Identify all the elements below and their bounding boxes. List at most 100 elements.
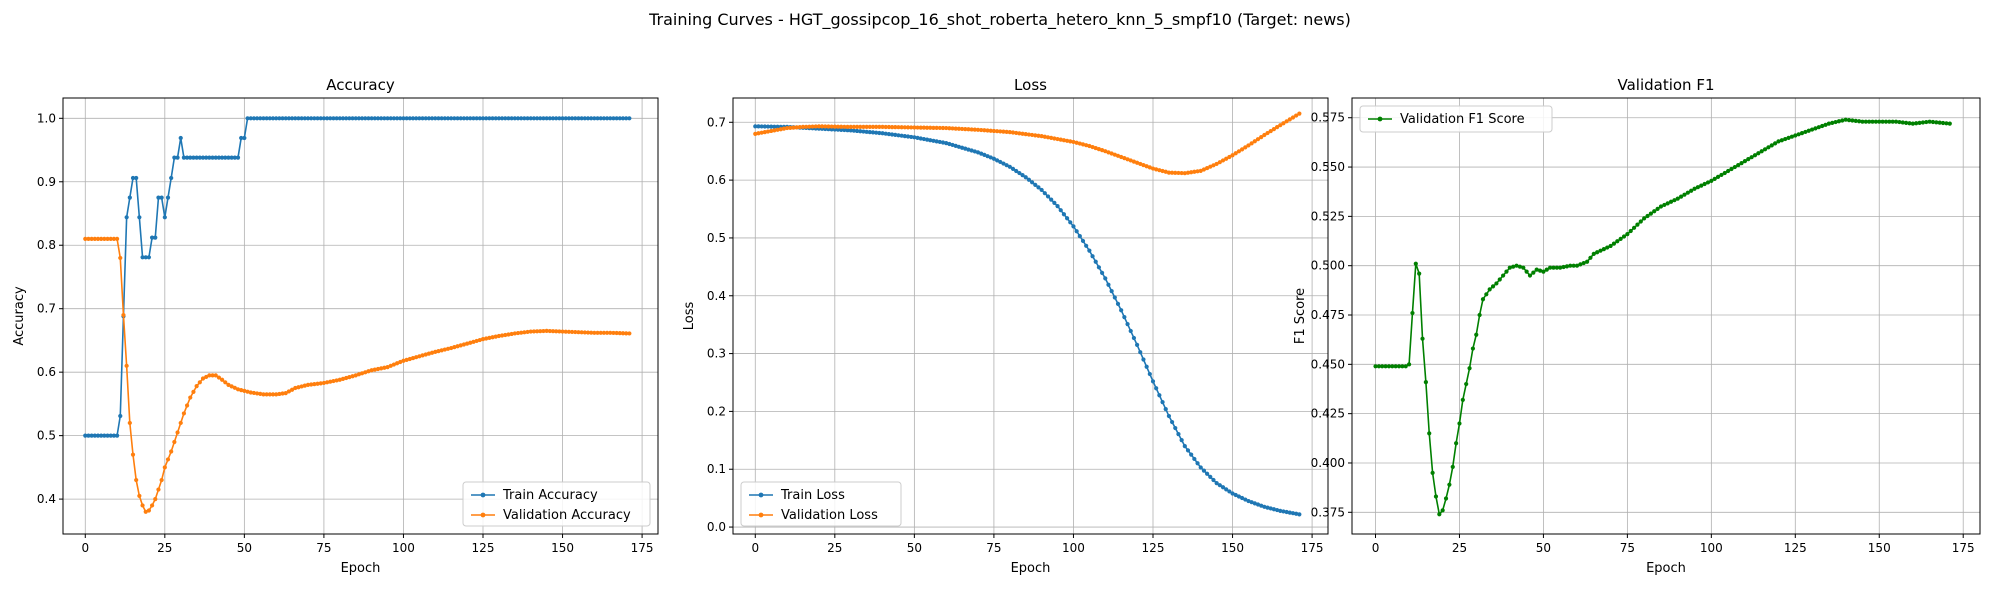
data-point — [143, 509, 148, 514]
data-point — [1487, 287, 1492, 292]
data-point — [864, 124, 869, 130]
data-point — [554, 116, 559, 121]
data-point — [1224, 487, 1229, 492]
x-axis-label: Epoch — [341, 561, 381, 576]
data-point — [1517, 264, 1523, 269]
data-point — [1297, 111, 1302, 116]
data-point — [239, 135, 244, 141]
data-point — [1739, 161, 1744, 166]
data-point — [1284, 509, 1289, 515]
y-tick-label: 0.5 — [707, 231, 726, 245]
data-point — [1679, 194, 1684, 199]
data-point — [1160, 168, 1165, 174]
data-point — [1417, 271, 1422, 276]
data-point — [477, 337, 482, 343]
data-point — [1182, 444, 1187, 449]
data-point — [493, 334, 498, 339]
data-point — [1675, 196, 1680, 201]
data-point — [353, 116, 358, 121]
series-train-accuracy — [83, 116, 632, 438]
data-point — [417, 116, 422, 121]
data-point — [114, 433, 120, 438]
data-point — [309, 382, 314, 387]
data-point — [1093, 259, 1098, 264]
data-point — [1799, 131, 1805, 136]
data-point — [944, 141, 949, 146]
legend-label: Validation F1 Score — [1400, 112, 1525, 127]
data-point — [181, 411, 187, 416]
data-point — [175, 155, 180, 160]
data-point — [426, 116, 432, 121]
data-point — [1427, 431, 1432, 436]
data-point — [608, 330, 613, 335]
data-point — [137, 493, 142, 499]
x-tick-label: 75 — [1620, 541, 1635, 555]
data-point — [105, 433, 110, 438]
data-point — [975, 127, 981, 132]
data-point — [759, 124, 764, 129]
data-point — [210, 155, 215, 160]
data-point — [175, 430, 180, 435]
data-point — [417, 354, 422, 359]
y-tick-label: 0.400 — [1311, 456, 1345, 470]
data-point — [934, 125, 939, 130]
data-point — [1236, 149, 1242, 154]
data-point — [1010, 166, 1016, 171]
data-point — [579, 116, 584, 121]
data-point — [331, 116, 336, 121]
data-point — [1645, 213, 1650, 219]
data-point — [248, 390, 253, 395]
data-point — [1087, 143, 1092, 149]
data-point — [1287, 510, 1292, 515]
data-point — [1615, 239, 1620, 244]
data-point — [1227, 154, 1232, 160]
data-point — [1297, 512, 1302, 517]
data-point — [1628, 228, 1633, 234]
data-point — [414, 116, 419, 121]
data-point — [344, 116, 349, 121]
data-point — [829, 124, 834, 129]
data-point — [624, 331, 629, 336]
data-point — [410, 116, 416, 121]
data-point — [1077, 233, 1082, 239]
x-tick-label: 150 — [1221, 541, 1244, 555]
data-point — [1558, 265, 1563, 270]
data-point — [324, 380, 330, 385]
data-point — [143, 255, 148, 260]
data-point — [1621, 234, 1627, 239]
axis-ticks: 0 25 50 75 100 125 150 175 0.375 0.400 0.425 0.450 0… — [1311, 111, 1975, 555]
data-point — [1268, 128, 1273, 134]
data-point — [296, 385, 301, 390]
data-point — [1853, 118, 1858, 123]
data-point — [1042, 191, 1047, 196]
data-point — [598, 116, 603, 121]
data-point — [1642, 216, 1647, 221]
data-point — [226, 382, 231, 387]
data-point — [991, 128, 997, 134]
x-tick-label: 0 — [1372, 541, 1380, 555]
data-point — [83, 433, 88, 438]
data-point — [1262, 132, 1267, 138]
data-point — [1192, 456, 1197, 462]
data-point — [1833, 119, 1838, 125]
data-point — [496, 116, 502, 121]
data-point — [1014, 168, 1019, 174]
data-point — [617, 116, 622, 121]
data-point — [1163, 407, 1168, 412]
data-point — [318, 381, 323, 386]
data-point — [127, 420, 132, 426]
data-point — [1026, 177, 1032, 182]
data-point — [1249, 141, 1254, 146]
data-point — [1806, 128, 1811, 133]
data-point — [956, 126, 962, 131]
data-point — [756, 124, 761, 129]
data-point — [1010, 130, 1016, 135]
data-point — [854, 128, 860, 134]
data-point — [172, 439, 177, 445]
data-point — [210, 373, 215, 378]
data-point — [1699, 183, 1704, 188]
data-point — [359, 371, 365, 376]
data-point — [200, 376, 206, 381]
y-tick-label: 0.5 — [37, 429, 56, 443]
